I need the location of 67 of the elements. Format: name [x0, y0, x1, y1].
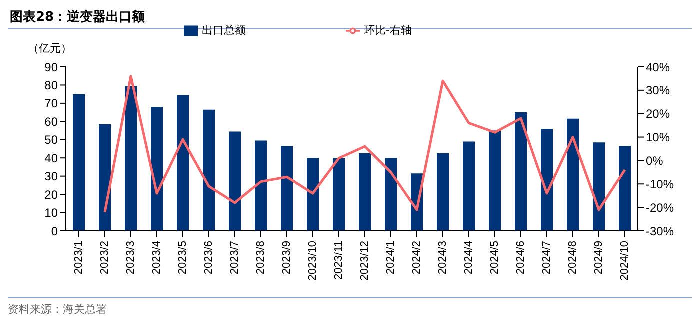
x-tick-label: 2023/2 [98, 241, 111, 275]
y2-tick-label: -20% [646, 200, 674, 215]
bar [463, 142, 475, 231]
bar [177, 95, 189, 231]
bar [437, 154, 449, 231]
y2-tick-label: 0% [646, 154, 664, 168]
x-tick-label: 2024/10 [618, 241, 631, 281]
x-tick-label: 2023/10 [306, 241, 319, 281]
x-tick-label: 2023/11 [332, 241, 345, 280]
x-tick-label: 2024/4 [462, 241, 475, 275]
y2-tick-label: -10% [646, 177, 674, 192]
bar [125, 86, 137, 231]
x-tick-label: 2024/9 [592, 241, 605, 275]
y2-tick-label: 40% [646, 60, 670, 74]
x-tick-label: 2024/3 [436, 241, 449, 275]
x-tick-label: 2024/5 [488, 241, 501, 275]
bar [385, 158, 397, 231]
x-tick-label: 2024/6 [514, 241, 527, 275]
x-tick-label: 2023/12 [358, 241, 371, 281]
y-tick-label: 30 [44, 170, 58, 184]
y-tick-label: 90 [44, 60, 58, 74]
y-tick-label: 80 [44, 78, 58, 92]
bar [567, 118, 579, 231]
x-tick-label: 2024/8 [566, 241, 579, 275]
y-tick-label: 60 [44, 114, 58, 129]
bar [151, 107, 163, 231]
bar [359, 154, 371, 231]
bar [73, 94, 85, 231]
x-tick-label: 2023/7 [228, 241, 241, 275]
y-tick-label: 0 [51, 224, 58, 238]
x-tick-label: 2023/6 [202, 241, 215, 275]
legend-label: 出口总额 [202, 24, 246, 37]
text: 资料来源：海关总署 [8, 302, 108, 317]
chart-title: 图表28：逆变器出口额 [10, 10, 146, 25]
x-tick-label: 2023/8 [254, 241, 267, 275]
y-tick-label: 10 [44, 206, 58, 220]
y2-tick-label: 10% [646, 130, 670, 145]
x-tick-label: 2023/9 [280, 241, 293, 275]
bar [333, 158, 345, 231]
x-tick-label: 2024/7 [540, 241, 553, 275]
bar [619, 146, 631, 231]
bar [99, 124, 111, 231]
bar [307, 158, 319, 231]
x-tick-label: 2024/1 [384, 241, 397, 275]
x-tick-label: 2023/4 [150, 241, 163, 275]
bar [203, 110, 215, 231]
bar [593, 142, 605, 231]
y-axis-title: （亿元） [28, 41, 72, 56]
bar [229, 132, 241, 231]
x-tick-label: 2023/5 [176, 241, 189, 275]
line-series [104, 75, 626, 214]
y2-tick-label: 20% [646, 107, 670, 122]
y-tick-label: 70 [44, 96, 58, 111]
bar [281, 146, 293, 231]
bar [515, 112, 527, 231]
y-tick-label: 50 [44, 133, 58, 148]
x-tick-label: 2023/3 [124, 241, 137, 275]
x-tick-label: 2024/2 [410, 241, 423, 275]
y-tick-label: 40 [44, 151, 58, 166]
legend-label: 环比-右轴 [364, 24, 412, 37]
bar [541, 128, 553, 231]
bar [255, 140, 267, 231]
y-tick-label: 20 [44, 188, 58, 202]
y2-tick-label: -30% [646, 224, 674, 238]
bar [489, 130, 501, 231]
x-tick-label: 2023/1 [72, 241, 85, 275]
y2-tick-label: 30% [646, 84, 670, 98]
